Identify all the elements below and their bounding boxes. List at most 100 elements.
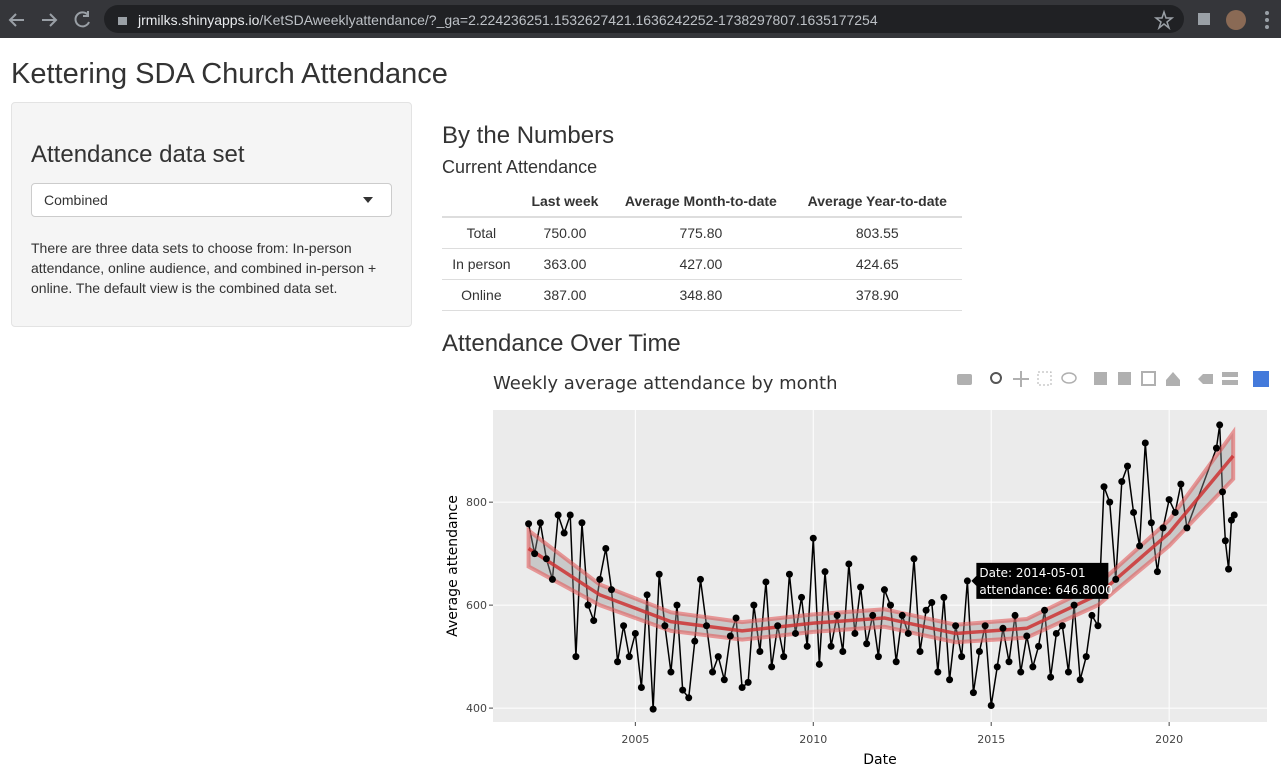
sidebar-heading: Attendance data set xyxy=(31,141,245,168)
data-point xyxy=(643,591,651,599)
plot-toolbar[interactable] xyxy=(957,371,1269,387)
column-header: Average Month-to-date xyxy=(609,186,793,218)
data-point xyxy=(1100,483,1108,491)
data-point xyxy=(720,676,728,684)
data-point xyxy=(1221,537,1229,545)
data-point xyxy=(863,640,871,648)
dataset-select[interactable] xyxy=(31,183,392,217)
plot-heading: Attendance Over Time xyxy=(442,330,681,357)
data-point xyxy=(780,653,788,661)
data-point xyxy=(1124,462,1132,470)
data-point xyxy=(578,519,586,527)
data-point xyxy=(940,593,948,601)
data-point xyxy=(869,611,877,619)
data-point xyxy=(987,702,995,710)
table-cell: 775.80 xyxy=(609,217,793,249)
table-cell: 363.00 xyxy=(520,248,610,280)
data-point xyxy=(886,601,894,609)
table-header: Last week Average Month-to-date Average … xyxy=(442,186,962,218)
row-label: Online xyxy=(442,279,521,311)
data-point xyxy=(1177,480,1185,488)
data-point xyxy=(809,534,817,542)
table-cell: 750.00 xyxy=(520,217,610,249)
section-subheading: Current Attendance xyxy=(442,157,598,177)
data-point xyxy=(709,668,717,676)
data-point xyxy=(714,653,722,661)
data-point xyxy=(566,511,574,519)
data-point xyxy=(1136,542,1144,550)
row-label: Total xyxy=(442,217,521,249)
data-point xyxy=(952,622,960,630)
data-point xyxy=(815,660,823,668)
data-point xyxy=(744,678,752,686)
data-point xyxy=(738,684,746,692)
data-point xyxy=(637,684,645,692)
data-point xyxy=(596,575,604,583)
x-tick-label: 2015 xyxy=(977,733,1005,746)
data-point xyxy=(1076,676,1084,684)
data-point xyxy=(768,663,776,671)
url-path: /KetSDAweeklyattendance/?_ga=2.224236251… xyxy=(259,12,878,28)
address-bar[interactable] xyxy=(104,5,1184,33)
data-point xyxy=(880,586,888,594)
chart-title: Weekly average attendance by month xyxy=(493,373,838,394)
data-point xyxy=(857,583,865,591)
data-point xyxy=(554,511,562,519)
y-tick-label: 600 xyxy=(466,599,487,612)
y-axis-label: Average attendance xyxy=(445,495,461,637)
attendance-table: Last week Average Month-to-date Average … xyxy=(442,186,962,311)
data-point xyxy=(625,653,633,661)
data-point xyxy=(1225,565,1233,573)
data-point xyxy=(1082,653,1090,661)
data-point xyxy=(655,570,663,578)
data-point xyxy=(910,555,918,563)
data-point xyxy=(821,568,829,576)
data-point xyxy=(667,668,675,676)
corner xyxy=(442,186,521,218)
data-point xyxy=(845,560,853,568)
data-point xyxy=(1070,601,1078,609)
data-point xyxy=(1041,606,1049,614)
data-point xyxy=(608,586,616,594)
data-point xyxy=(904,629,912,637)
data-point xyxy=(999,624,1007,632)
tooltip-value: attendance: 646.8000 xyxy=(979,583,1112,597)
data-point xyxy=(791,629,799,637)
data-point xyxy=(1219,488,1227,496)
data-point xyxy=(1052,629,1060,637)
data-point xyxy=(1029,663,1037,671)
app-title: Kettering SDA Church Attendance xyxy=(11,58,448,90)
x-axis-label: Date xyxy=(863,752,896,768)
table-cell: 424.65 xyxy=(792,248,962,280)
data-point xyxy=(560,529,568,537)
data-point xyxy=(1165,496,1173,504)
data-point xyxy=(661,622,669,630)
data-point xyxy=(679,686,687,694)
data-point xyxy=(620,622,628,630)
plot-background xyxy=(493,410,1267,722)
data-point xyxy=(732,614,740,622)
column-header: Last week xyxy=(520,186,610,218)
select-value: Combined xyxy=(44,192,108,208)
data-point xyxy=(785,570,793,578)
browser-icons xyxy=(8,9,1269,31)
y-tick-label: 800 xyxy=(466,496,487,509)
data-point xyxy=(922,606,930,614)
data-point xyxy=(1171,508,1179,516)
data-point xyxy=(1159,524,1167,532)
data-point xyxy=(898,611,906,619)
data-point xyxy=(696,575,704,583)
data-point xyxy=(531,550,539,558)
url: jrmilks.shinyapps.io/KetSDAweeklyattenda… xyxy=(138,12,878,28)
table-row: Total 750.00 775.80 803.55 xyxy=(442,217,962,249)
data-point xyxy=(981,622,989,630)
x-tick-label: 2005 xyxy=(621,733,649,746)
data-point xyxy=(1047,673,1055,681)
data-point xyxy=(1212,444,1220,452)
data-point xyxy=(839,647,847,655)
data-point xyxy=(1035,642,1043,650)
data-point xyxy=(1094,622,1102,630)
data-point xyxy=(1058,622,1066,630)
